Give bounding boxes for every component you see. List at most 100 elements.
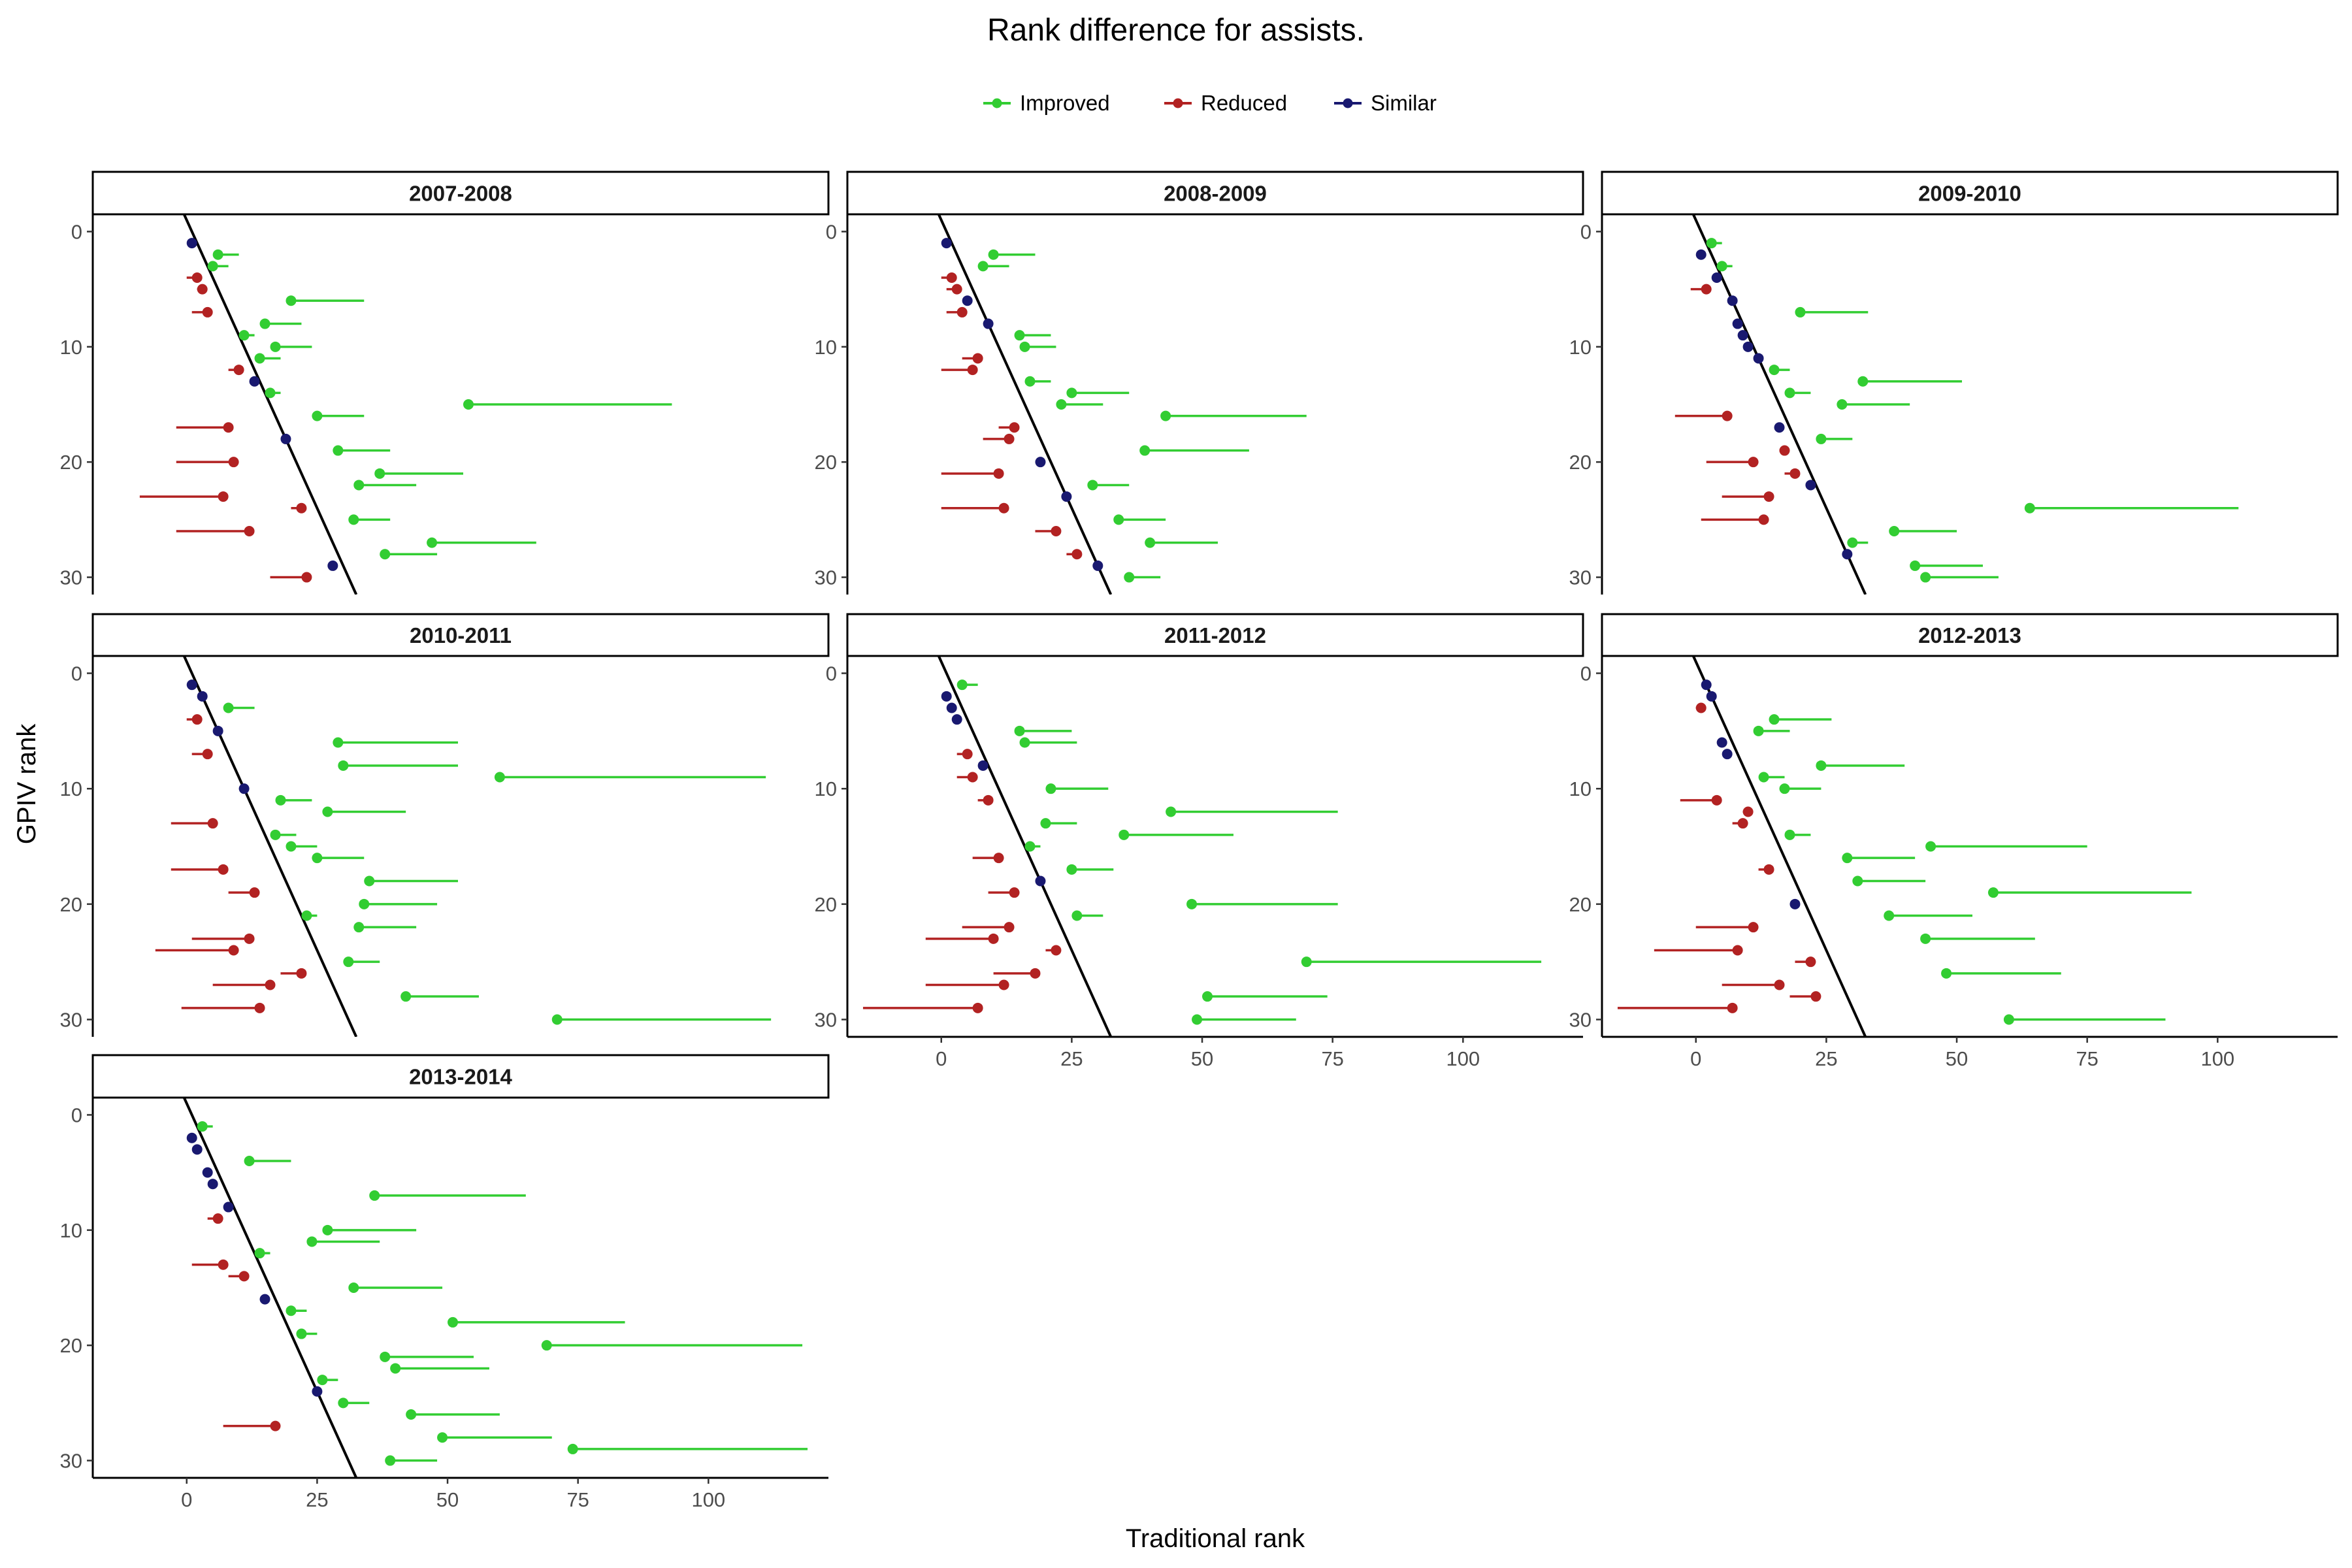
plot-area: [1617, 656, 2192, 1037]
facet-strip-label: 2013-2014: [409, 1065, 512, 1089]
reference-line: [937, 214, 1113, 595]
data-point-reduced: [1004, 433, 1015, 444]
data-point-improved: [338, 1397, 349, 1409]
data-point-reduced: [265, 979, 276, 990]
data-point-similar: [1774, 422, 1785, 433]
legend-item-reduced: Reduced: [1164, 91, 1287, 115]
facet-strip: [846, 171, 1584, 216]
facet-strip: [1601, 171, 2339, 216]
data-point-improved: [254, 1248, 265, 1259]
facet-strip: [91, 1054, 830, 1099]
data-point-improved: [1769, 714, 1780, 725]
data-point-reduced: [218, 491, 229, 502]
data-point-similar: [207, 1179, 218, 1190]
facet-strip-label: 2009-2010: [1918, 182, 2021, 206]
data-point-improved: [333, 445, 344, 456]
legend-key-dot: [1343, 98, 1353, 108]
data-point-improved: [1202, 991, 1213, 1002]
data-point-similar: [1753, 353, 1764, 364]
data-point-reduced: [956, 306, 968, 318]
data-point-reduced: [1711, 794, 1722, 806]
data-point-improved: [427, 537, 438, 548]
data-point-reduced: [191, 714, 203, 725]
data-point-reduced: [1805, 956, 1816, 968]
plot-area: [182, 1098, 808, 1478]
data-point-reduced: [972, 1002, 983, 1013]
data-point-improved: [259, 318, 270, 329]
legend-item-similar: Similar: [1334, 91, 1437, 115]
facets: 2007-200801020302008-200901020302009-201…: [60, 171, 2339, 1511]
legend-label: Improved: [1020, 91, 1110, 115]
y-tick-label: 30: [60, 1009, 82, 1032]
data-point-improved: [1192, 1014, 1203, 1025]
data-point-reduced: [1071, 549, 1083, 560]
data-point-reduced: [1810, 991, 1821, 1002]
data-point-similar: [197, 691, 208, 702]
data-point-improved: [1795, 306, 1806, 318]
data-point-reduced: [1722, 410, 1733, 421]
y-tick-label: 20: [60, 451, 82, 474]
data-point-similar: [951, 714, 962, 725]
y-tick-label: 30: [1569, 1009, 1592, 1032]
x-tick-label: 100: [1446, 1047, 1480, 1070]
data-point-reduced: [270, 1420, 281, 1431]
y-tick-label: 0: [71, 662, 82, 685]
x-tick-label: 100: [691, 1488, 725, 1511]
data-point-improved: [380, 1351, 391, 1362]
data-point-similar: [977, 760, 988, 771]
y-tick-label: 0: [71, 1103, 82, 1126]
data-point-reduced: [962, 749, 973, 760]
data-point-reduced: [1695, 702, 1707, 713]
data-point-improved: [212, 249, 223, 260]
facet-2007-2008: 2007-2008 0 10 20 30: [60, 171, 830, 595]
data-point-improved: [1769, 365, 1780, 376]
data-point-reduced: [244, 526, 255, 536]
data-point-improved: [1716, 261, 1727, 272]
data-point-improved: [322, 1224, 333, 1235]
reference-line: [1691, 656, 1867, 1037]
data-point-reduced: [1748, 457, 1759, 468]
data-point-reduced: [988, 933, 999, 944]
data-point-similar: [312, 1386, 323, 1397]
x-axis-title: Traditional rank: [1126, 1524, 1305, 1553]
data-point-improved: [385, 1455, 396, 1466]
data-point-similar: [186, 1132, 197, 1143]
legend-key-dot: [1173, 98, 1183, 108]
data-point-similar: [1061, 491, 1072, 502]
reference-line: [182, 214, 358, 595]
data-point-similar: [1706, 691, 1717, 702]
data-point-improved: [1920, 572, 1931, 583]
data-point-similar: [280, 433, 291, 444]
data-point-improved: [322, 806, 333, 817]
data-point-improved: [312, 853, 323, 864]
data-point-improved: [1889, 526, 1900, 536]
data-point-similar: [1092, 560, 1103, 571]
facet-strip: [91, 613, 830, 657]
data-point-reduced: [238, 1271, 250, 1282]
legend: Improved Reduced Similar: [983, 91, 1437, 115]
data-point-improved: [333, 737, 344, 748]
data-point-reduced: [967, 772, 978, 783]
data-point-improved: [1784, 829, 1795, 840]
data-point-improved: [977, 261, 988, 272]
legend-label: Similar: [1371, 91, 1437, 115]
data-point-similar: [259, 1294, 270, 1305]
data-point-reduced: [1758, 514, 1769, 525]
data-point-improved: [448, 1316, 459, 1328]
data-point-improved: [1014, 725, 1025, 736]
data-point-reduced: [1748, 922, 1759, 933]
data-point-improved: [306, 1236, 318, 1247]
data-point-improved: [238, 330, 250, 341]
data-point-improved: [1910, 560, 1921, 571]
data-point-similar: [962, 295, 973, 306]
x-tick-label: 75: [566, 1488, 589, 1511]
data-point-improved: [353, 922, 365, 933]
data-point-improved: [1706, 238, 1717, 249]
y-tick-label: 0: [826, 220, 837, 243]
data-point-improved: [390, 1363, 401, 1374]
data-point-reduced: [998, 979, 1009, 990]
data-point-reduced: [244, 933, 255, 944]
plot-area: [862, 656, 1542, 1037]
facet-strip: [91, 171, 830, 216]
data-point-similar: [1842, 549, 1853, 560]
